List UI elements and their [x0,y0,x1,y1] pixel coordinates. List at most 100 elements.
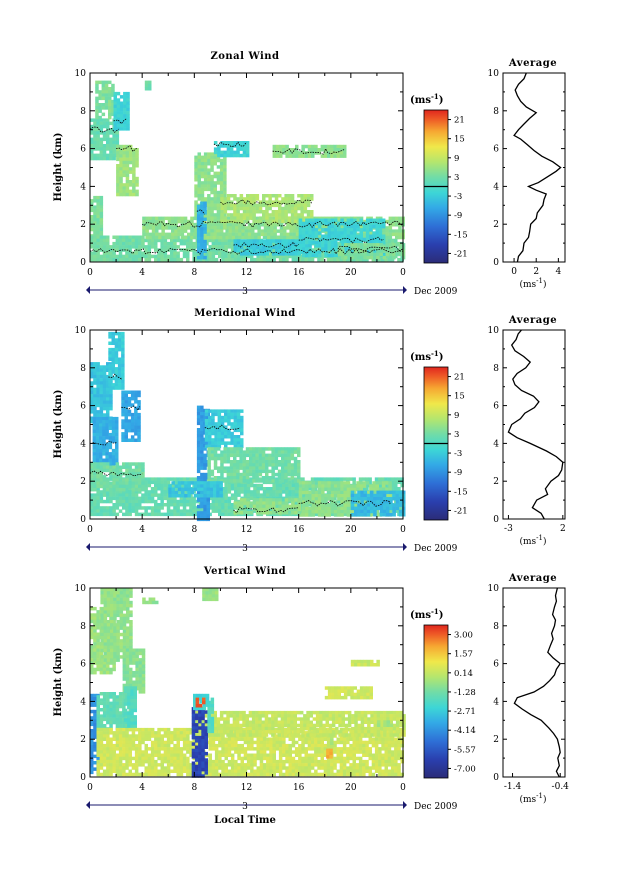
profile-x-tick-label: 4 [555,267,561,277]
profile-y-tick-label: 10 [488,584,500,594]
heatmap-patch [326,748,333,759]
x-tick-label: 0 [87,268,93,278]
profile-unit: (ms-1) [519,277,546,290]
day-label: 3 [242,802,248,812]
y-tick-label: 4 [80,697,86,707]
y-tick-label: 10 [75,326,87,336]
colorbar-tick-label: -5.57 [454,745,476,755]
profile-x-tick-label: 2 [533,267,539,277]
x-tick-label: 20 [345,268,357,278]
heatmap-patch [337,243,406,260]
profile-axes: -3 2 0 2 4 6 8 10 [488,326,566,534]
y-tick-label: 6 [80,145,86,155]
colorbar-tick-label: -4.14 [454,726,476,736]
day-axis: 3 Dec 2009 [86,286,458,297]
heatmap-patch [350,490,406,517]
x-tick-label: 0 [400,783,406,793]
heatmap-patch [207,447,301,483]
heatmap-patch [324,686,373,700]
colorbar-tick-label: -15 [454,230,468,240]
heatmap-patch [272,144,347,158]
profile-y-tick-label: 10 [488,326,500,336]
y-tick-label: 0 [80,515,86,525]
profile-frame [502,587,566,778]
x-ticks: 0 4 8 12 16 20 0 [87,73,406,278]
colorbar-tick-label: 0.14 [454,669,473,679]
colorbar-tick-label: -9 [454,468,462,478]
heatmap-title: Meridional Wind [194,308,296,319]
x-tick-label: 0 [87,525,93,535]
x-tick-label: 4 [139,783,145,793]
colorbar-ticks: 21 15 9 3 -3 -9 -15 -21 [424,373,468,516]
profile-y-tick-label: 6 [493,660,499,670]
heatmap-patch [123,686,137,729]
profile-y-tick-label: 0 [493,773,499,783]
date-label: Dec 2009 [414,802,458,812]
profile-frame [502,329,566,520]
profile-y-tick-label: 8 [493,107,499,117]
y-ticks: 0 2 4 6 8 10 [75,326,403,525]
colorbar-tick-label: 3.00 [454,631,473,641]
x-tick-label: 0 [87,783,93,793]
day-label: 3 [242,287,248,297]
colorbar-tick-label: 3 [454,173,459,183]
heatmap-patch [100,588,133,662]
y-tick-label: 6 [80,402,86,412]
heatmap-patch [113,91,130,131]
colorbar-tick-label: -15 [454,487,468,497]
x-tick-label: 20 [345,525,357,535]
y-tick-label: 2 [80,220,86,230]
colorbar-tick-label: 21 [454,116,465,126]
profile-y-tick-label: 0 [493,258,499,268]
colorbar-ticks: 21 15 9 3 -3 -9 -15 -21 [424,116,468,259]
y-tick-label: 4 [80,439,86,449]
y-tick-label: 8 [80,622,86,632]
colorbar-tick-label: -7.00 [454,764,476,774]
x-tick-label: 16 [293,783,305,793]
profile-title: Average [508,315,557,326]
heatmap-patch [142,597,159,605]
profile-y-tick-label: 2 [493,220,499,230]
heatmap-patch [220,194,314,224]
profile-y-tick-label: 4 [493,439,499,449]
x-tick-label: 12 [241,783,252,793]
heatmap-patch [376,720,394,727]
profile-title: Average [508,573,557,584]
x-tick-label: 12 [241,268,252,278]
y-ticks: 0 2 4 6 8 10 [75,69,403,268]
heatmap-patch [191,707,208,778]
colorbar-tick-label: -1.28 [454,688,476,698]
heatmap-cells [90,588,406,778]
colorbar-tick-label: 21 [454,373,465,383]
heatmap-title: Zonal Wind [210,51,279,62]
x-tick-label: 0 [400,525,406,535]
heatmap-patch [168,481,223,498]
x-tick-label: 16 [293,525,305,535]
colorbar-unit: (ms-1) [410,607,443,621]
day-axis: 3 Dec 2009 [86,543,458,554]
profile-x-tick-label: -1.4 [504,782,522,792]
y-axis-label: Height (km) [53,133,64,202]
zero-contour [89,118,404,255]
profile-y-tick-label: 10 [488,69,500,79]
y-tick-label: 10 [75,584,87,594]
colorbar-unit: (ms-1) [410,92,443,106]
colorbar-tick-label: -9 [454,211,462,221]
profile-unit: (ms-1) [519,534,546,547]
y-tick-label: 4 [80,182,86,192]
colorbar-unit: (ms-1) [410,349,443,363]
colorbar-tick-label: -3 [454,192,462,202]
colorbar-tick-label: 3 [454,430,459,440]
heatmap-patch [195,697,206,708]
profile-y-tick-label: 6 [493,402,499,412]
heatmap-patch [350,659,380,667]
x-tick-label: 4 [139,525,145,535]
heatmap-patch [90,462,145,492]
profile-frame [502,72,566,263]
x-axis-label: Local Time [214,815,276,826]
y-ticks: 0 2 4 6 8 10 [75,584,403,783]
heatmap-title: Vertical Wind [203,566,286,577]
